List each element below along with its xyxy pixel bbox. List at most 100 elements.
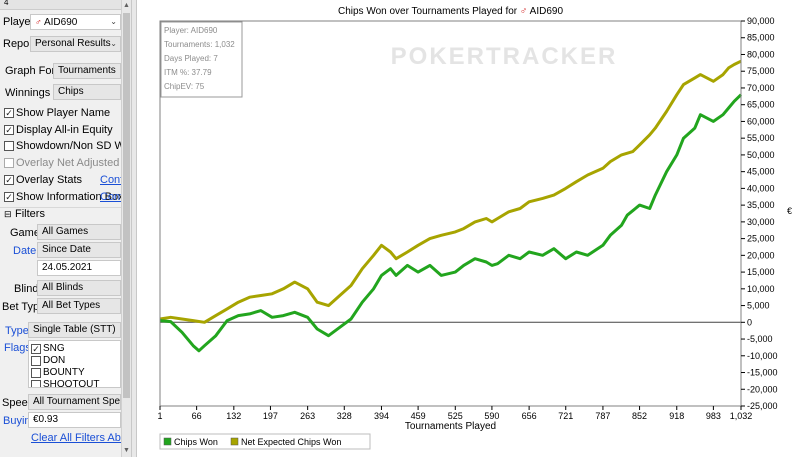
y-tick-label: -10,000 [747,351,778,361]
y-tick-label: -15,000 [747,368,778,378]
player-select[interactable]: ♂ AID690 ⌄ [30,14,121,30]
x-tick-label: 1 [157,411,162,421]
collapse-icon: ⊟ [4,209,12,219]
information-box-line: Player: AID690 [164,26,218,35]
watermark-text: POKERTRACKER [391,43,618,70]
bounty-checkbox[interactable] [31,368,41,378]
winnings-in-select[interactable]: Chips [53,84,121,100]
information-box: Player: AID690 Tournaments: 1,032 Days Pla… [160,21,243,98]
sng-checkbox[interactable]: ✓ [31,344,41,354]
flags-label: Flags: [4,342,34,354]
overlay-net-adjusted-checkbox[interactable] [4,158,14,168]
overlay-stats-config-link[interactable]: Confi [100,174,126,186]
bounty-label: BOUNTY [43,367,85,378]
panel-scrollbar[interactable]: ▲ ▼ [121,0,131,457]
bet-type-value: All Bet Types [42,300,101,311]
information-box-config-link[interactable]: Confi [100,191,126,203]
chevron-down-icon: ⌄ [110,39,117,48]
y-tick-label: 0 [747,317,752,327]
show-player-name-label: Show Player Name [16,107,111,119]
don-label: DON [43,355,66,366]
x-axis-label: Tournaments Played [405,421,496,432]
y-tick-label: 40,000 [747,183,775,193]
show-information-box-checkbox[interactable]: ✓ [4,192,14,202]
date-input-value: 24.05.2021 [42,262,93,273]
y-tick-label: 10,000 [747,284,775,294]
y-tick-label: 30,000 [747,217,775,227]
overlay-stats-checkbox[interactable]: ✓ [4,175,14,185]
buyin-value: €0.93 [33,414,59,425]
show-player-name-checkbox[interactable]: ✓ [4,108,14,118]
date-select[interactable]: Since Date [37,242,121,258]
information-box-line: ITM %: 37.79 [164,68,212,77]
type-select[interactable]: Single Table (STT) [28,322,121,338]
scroll-down-icon[interactable]: ▼ [123,447,130,454]
flags-list[interactable]: ✓ SNG DON BOUNTY SHOOTOUT [28,340,121,388]
y-tick-label: 25,000 [747,234,775,244]
filters-header[interactable]: ⊟ Filters [0,207,121,222]
graph-for-select[interactable]: Tournaments [53,63,121,79]
don-checkbox[interactable] [31,356,41,366]
y-tick-label: 65,000 [747,100,775,110]
sng-label: SNG [43,343,65,354]
scrollbar-thumb[interactable] [123,13,130,398]
showdown-winnings-checkbox[interactable] [4,141,14,151]
shootout-checkbox[interactable] [31,380,41,387]
y-tick-label: 90,000 [747,16,775,26]
panel-top-text: 4 [4,0,9,7]
series-line-net-expected-chips-won [159,59,742,324]
x-tick-label: 132 [226,411,241,421]
x-axis-ticks: 1 66 132 197 263 328 394 459 525 590 656 721 787 852 9… [157,406,752,421]
blind-label: Blind: [14,283,42,295]
plot-frame [159,20,742,407]
game-label: Game: [10,227,44,239]
report-select[interactable]: Personal Results ⌄ [30,36,121,52]
legend-swatch [230,437,239,446]
y-axis-ticks: 90,000 85,000 80,000 75,000 70,000 65,000 60,0… [741,16,778,411]
showdown-winnings-label: Showdown/Non SD Winnings [16,140,131,152]
x-tick-label: 983 [706,411,721,421]
scroll-up-icon[interactable]: ▲ [123,2,130,9]
x-tick-label: 263 [300,411,315,421]
type-value: Single Table (STT) [33,324,116,335]
information-box-line: Tournaments: 1,032 [164,40,235,49]
winnings-in-label: Winnings in: [5,87,65,99]
x-tick-label: 459 [411,411,426,421]
display-all-in-equity-checkbox[interactable]: ✓ [4,125,14,135]
y-tick-label: -5,000 [747,334,773,344]
y-tick-label: 20,000 [747,250,775,260]
x-tick-label: 197 [263,411,278,421]
y-tick-label: -20,000 [747,384,778,394]
information-box-frame [160,21,243,98]
date-input[interactable]: 24.05.2021 [37,260,121,276]
legend-swatch [163,437,172,446]
chart-title-text: Chips Won over Tournaments Played for [338,6,518,17]
buyin-input[interactable]: €0.93 [28,412,121,428]
shootout-label: SHOOTOUT [43,379,100,388]
game-value: All Games [42,226,89,237]
overlay-stats-label: Overlay Stats [16,174,83,186]
y-tick-label: 60,000 [747,116,775,126]
clear-all-filters-link[interactable]: Clear All Filters Above [31,432,131,444]
y-tick-label: 5,000 [747,301,770,311]
game-select[interactable]: All Games [37,224,121,240]
graph-for-label: Graph For: [5,65,59,77]
player-icon: ♂ [35,17,42,27]
y-tick-label: 80,000 [747,49,775,59]
x-tick-label: 66 [192,411,202,421]
filters-title: Filters [15,208,45,220]
series-line-chips-won [159,93,743,353]
x-tick-label: 328 [337,411,352,421]
x-tick-label: 656 [522,411,537,421]
date-label: Date: [13,245,40,257]
speed-select[interactable]: All Tournament Speeds [28,394,121,410]
blind-select[interactable]: All Blinds [37,280,121,296]
graph-for-value: Tournaments [58,65,116,76]
x-tick-label: 852 [632,411,647,421]
bet-type-select[interactable]: All Bet Types [37,298,121,314]
legend-label: Net Expected Chips Won [241,437,341,447]
legend-frame [159,433,371,450]
x-tick-label: 787 [595,411,610,421]
panel-splitter[interactable] [131,0,137,457]
winnings-in-value: Chips [58,86,84,97]
